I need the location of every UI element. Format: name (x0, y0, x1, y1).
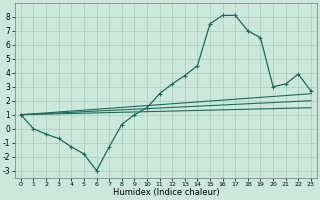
X-axis label: Humidex (Indice chaleur): Humidex (Indice chaleur) (113, 188, 219, 197)
